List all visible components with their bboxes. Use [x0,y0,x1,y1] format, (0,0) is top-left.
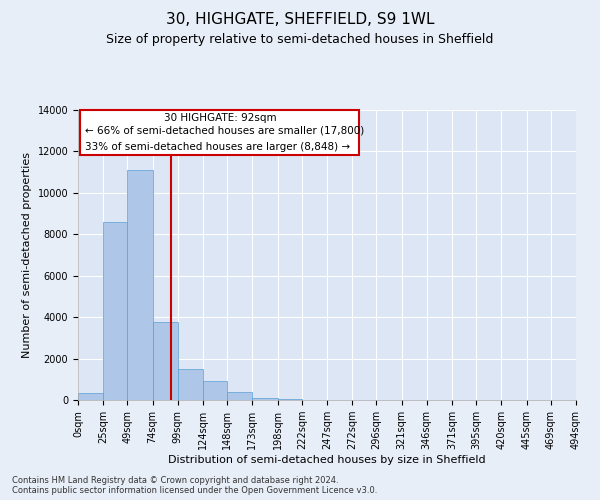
Bar [203,382,227,400]
X-axis label: Distribution of semi-detached houses by size in Sheffield: Distribution of semi-detached houses by … [168,455,486,465]
Text: 33% of semi-detached houses are larger (8,848) →: 33% of semi-detached houses are larger (… [85,142,350,152]
Text: 30, HIGHGATE, SHEFFIELD, S9 1WL: 30, HIGHGATE, SHEFFIELD, S9 1WL [166,12,434,28]
Bar [178,369,203,400]
Bar [152,322,178,400]
Bar [278,399,302,400]
Bar [253,398,278,400]
Text: Contains HM Land Registry data © Crown copyright and database right 2024.
Contai: Contains HM Land Registry data © Crown c… [12,476,377,495]
Text: Size of property relative to semi-detached houses in Sheffield: Size of property relative to semi-detach… [106,32,494,46]
Text: ← 66% of semi-detached houses are smaller (17,800): ← 66% of semi-detached houses are smalle… [85,125,365,135]
Bar [227,392,253,400]
Y-axis label: Number of semi-detached properties: Number of semi-detached properties [22,152,32,358]
Bar [127,170,152,400]
Text: 30 HIGHGATE: 92sqm: 30 HIGHGATE: 92sqm [164,113,276,123]
FancyBboxPatch shape [80,110,359,155]
Bar [103,222,127,400]
Bar [78,393,103,400]
